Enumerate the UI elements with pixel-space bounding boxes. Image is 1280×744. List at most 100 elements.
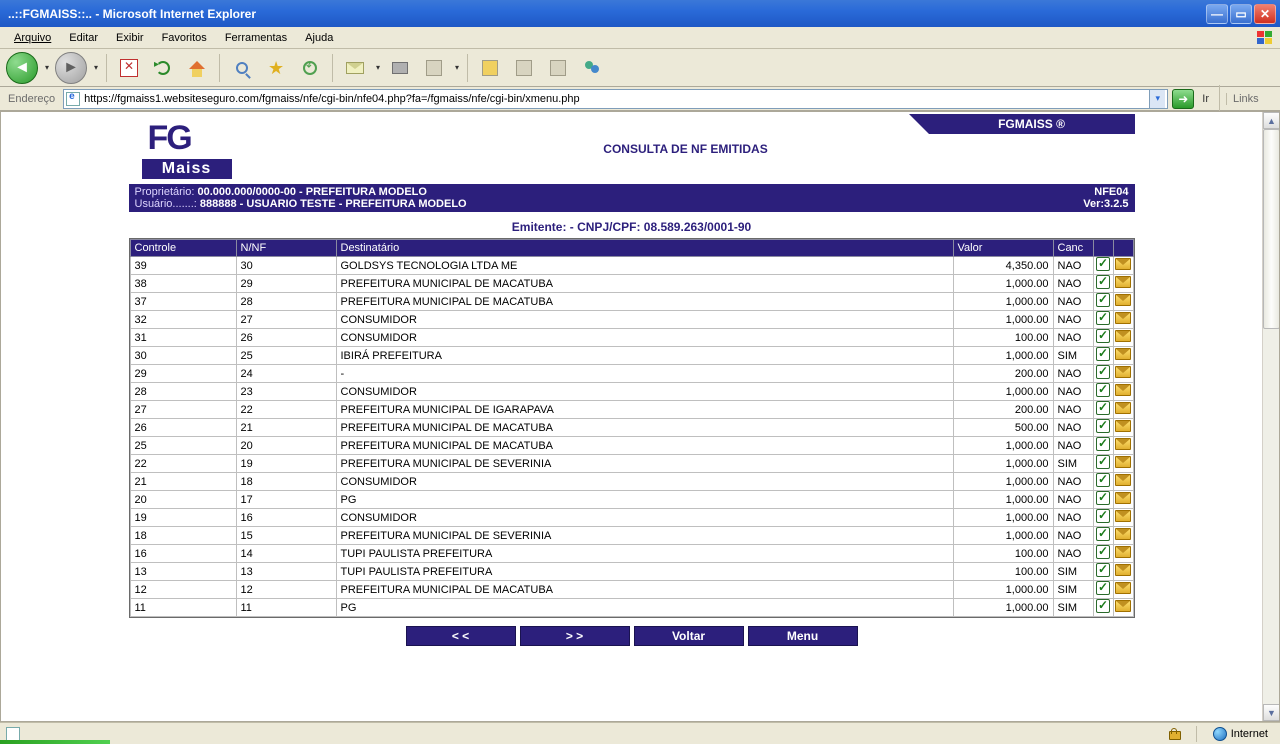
cell-envelope[interactable] bbox=[1113, 329, 1133, 347]
cell-envelope[interactable] bbox=[1113, 401, 1133, 419]
window-maximize-button[interactable]: ▭ bbox=[1230, 4, 1252, 24]
cell-dest: CONSUMIDOR bbox=[336, 383, 953, 401]
cell-check[interactable] bbox=[1093, 509, 1113, 527]
next-page-button[interactable]: > > bbox=[520, 626, 630, 646]
cell-valor: 1,000.00 bbox=[953, 383, 1053, 401]
cell-envelope[interactable] bbox=[1113, 419, 1133, 437]
cell-check[interactable] bbox=[1093, 311, 1113, 329]
toolbar-icon-1[interactable] bbox=[476, 54, 504, 82]
address-dropdown[interactable]: ▾ bbox=[1149, 90, 1165, 108]
cell-envelope[interactable] bbox=[1113, 347, 1133, 365]
cell-check[interactable] bbox=[1093, 473, 1113, 491]
toolbar-icon-2[interactable] bbox=[510, 54, 538, 82]
cell-dest: PREFEITURA MUNICIPAL DE MACATUBA bbox=[336, 275, 953, 293]
cell-controle: 28 bbox=[130, 383, 236, 401]
cell-check[interactable] bbox=[1093, 365, 1113, 383]
cell-envelope[interactable] bbox=[1113, 599, 1133, 617]
cell-valor: 1,000.00 bbox=[953, 491, 1053, 509]
cell-check[interactable] bbox=[1093, 347, 1113, 365]
cell-dest: IBIRÁ PREFEITURA bbox=[336, 347, 953, 365]
toolbar-icon-3[interactable] bbox=[544, 54, 572, 82]
cell-envelope[interactable] bbox=[1113, 473, 1133, 491]
cell-valor: 1,000.00 bbox=[953, 527, 1053, 545]
cell-check[interactable] bbox=[1093, 329, 1113, 347]
cell-canc: NAO bbox=[1053, 419, 1093, 437]
cell-check[interactable] bbox=[1093, 545, 1113, 563]
window-close-button[interactable]: ✕ bbox=[1254, 4, 1276, 24]
menu-arquivo[interactable]: Arquivo bbox=[6, 30, 59, 46]
col-action2 bbox=[1113, 240, 1133, 257]
cell-dest: CONSUMIDOR bbox=[336, 311, 953, 329]
cell-envelope[interactable] bbox=[1113, 455, 1133, 473]
cell-envelope[interactable] bbox=[1113, 563, 1133, 581]
cell-check[interactable] bbox=[1093, 293, 1113, 311]
voltar-button[interactable]: Voltar bbox=[634, 626, 744, 646]
cell-check[interactable] bbox=[1093, 401, 1113, 419]
menu-favoritos[interactable]: Favoritos bbox=[154, 30, 215, 46]
cell-envelope[interactable] bbox=[1113, 257, 1133, 275]
cell-check[interactable] bbox=[1093, 455, 1113, 473]
scroll-down-button[interactable]: ▼ bbox=[1263, 704, 1280, 721]
cell-check[interactable] bbox=[1093, 257, 1113, 275]
envelope-icon bbox=[1115, 366, 1131, 378]
back-button[interactable]: ◄ bbox=[6, 52, 38, 84]
search-button[interactable] bbox=[228, 54, 256, 82]
history-button[interactable] bbox=[296, 54, 324, 82]
cell-check[interactable] bbox=[1093, 599, 1113, 617]
cell-envelope[interactable] bbox=[1113, 491, 1133, 509]
cell-envelope[interactable] bbox=[1113, 545, 1133, 563]
cell-valor: 100.00 bbox=[953, 545, 1053, 563]
cell-envelope[interactable] bbox=[1113, 275, 1133, 293]
cell-canc: NAO bbox=[1053, 527, 1093, 545]
emitente-label: Emitente: - CNPJ/CPF: 08.589.263/0001-90 bbox=[129, 212, 1135, 238]
cell-check[interactable] bbox=[1093, 419, 1113, 437]
cell-envelope[interactable] bbox=[1113, 311, 1133, 329]
cell-dest: CONSUMIDOR bbox=[336, 473, 953, 491]
brand-tag: FGMAISS ® bbox=[929, 114, 1135, 134]
print-button[interactable] bbox=[386, 54, 414, 82]
go-button[interactable]: ➜ bbox=[1172, 89, 1194, 109]
forward-button[interactable]: ► bbox=[55, 52, 87, 84]
favorites-button[interactable]: ★ bbox=[262, 54, 290, 82]
home-button[interactable] bbox=[183, 54, 211, 82]
mail-button[interactable] bbox=[341, 54, 369, 82]
prev-page-button[interactable]: < < bbox=[406, 626, 516, 646]
links-label[interactable]: Links bbox=[1226, 93, 1276, 105]
logo bbox=[137, 114, 237, 182]
scrollbar[interactable]: ▲ ▼ bbox=[1262, 112, 1279, 721]
cell-envelope[interactable] bbox=[1113, 365, 1133, 383]
window-minimize-button[interactable]: — bbox=[1206, 4, 1228, 24]
cell-check[interactable] bbox=[1093, 275, 1113, 293]
cell-envelope[interactable] bbox=[1113, 509, 1133, 527]
address-input[interactable] bbox=[84, 91, 1145, 107]
cell-envelope[interactable] bbox=[1113, 527, 1133, 545]
cell-valor: 4,350.00 bbox=[953, 257, 1053, 275]
envelope-icon bbox=[1115, 312, 1131, 324]
cell-check[interactable] bbox=[1093, 527, 1113, 545]
cell-envelope[interactable] bbox=[1113, 581, 1133, 599]
cell-envelope[interactable] bbox=[1113, 437, 1133, 455]
cell-envelope[interactable] bbox=[1113, 383, 1133, 401]
messenger-icon[interactable] bbox=[578, 54, 606, 82]
cell-check[interactable] bbox=[1093, 563, 1113, 581]
cell-check[interactable] bbox=[1093, 581, 1113, 599]
menu-ferramentas[interactable]: Ferramentas bbox=[217, 30, 295, 46]
menu-editar[interactable]: Editar bbox=[61, 30, 106, 46]
cell-check[interactable] bbox=[1093, 437, 1113, 455]
edit-button[interactable] bbox=[420, 54, 448, 82]
cell-check[interactable] bbox=[1093, 491, 1113, 509]
cell-valor: 100.00 bbox=[953, 329, 1053, 347]
scroll-thumb[interactable] bbox=[1263, 129, 1280, 329]
cell-envelope[interactable] bbox=[1113, 293, 1133, 311]
envelope-icon bbox=[1115, 528, 1131, 540]
refresh-button[interactable] bbox=[149, 54, 177, 82]
check-icon bbox=[1096, 545, 1110, 559]
scroll-up-button[interactable]: ▲ bbox=[1263, 112, 1280, 129]
menu-ajuda[interactable]: Ajuda bbox=[297, 30, 341, 46]
table-row: 1313TUPI PAULISTA PREFEITURA100.00SIM bbox=[130, 563, 1133, 581]
envelope-icon bbox=[1115, 582, 1131, 594]
menu-button[interactable]: Menu bbox=[748, 626, 858, 646]
stop-button[interactable] bbox=[115, 54, 143, 82]
cell-check[interactable] bbox=[1093, 383, 1113, 401]
menu-exibir[interactable]: Exibir bbox=[108, 30, 152, 46]
